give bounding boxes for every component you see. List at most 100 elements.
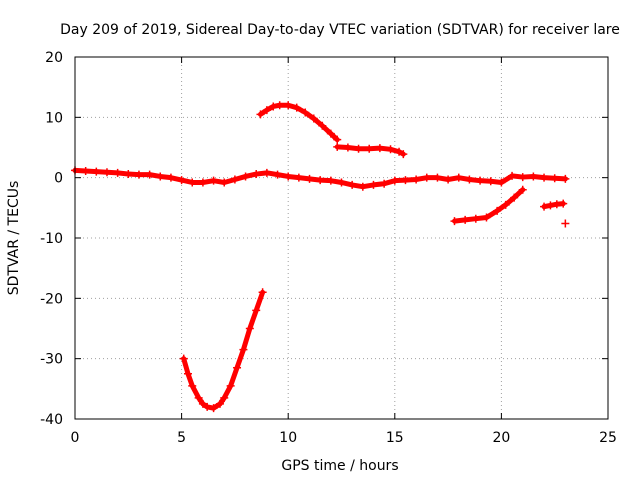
data-point xyxy=(401,176,410,185)
axis-ticks xyxy=(74,56,609,420)
data-point xyxy=(203,402,212,411)
data-point xyxy=(508,171,517,180)
data-point xyxy=(358,182,367,191)
data-point xyxy=(262,168,271,177)
data-point xyxy=(292,103,301,112)
data-point xyxy=(284,172,293,181)
data-point xyxy=(256,110,265,119)
series-line xyxy=(257,102,340,143)
data-point xyxy=(226,381,235,390)
data-point xyxy=(230,175,239,184)
x-tick-label: 15 xyxy=(386,430,404,446)
data-point xyxy=(390,176,399,185)
data-point xyxy=(454,173,463,182)
x-tick-label: 25 xyxy=(599,430,617,446)
data-series xyxy=(71,101,570,413)
data-point xyxy=(333,135,342,144)
data-point xyxy=(348,180,357,189)
data-point xyxy=(198,399,207,408)
data-point xyxy=(395,147,404,156)
data-point xyxy=(493,206,502,215)
data-point xyxy=(540,202,549,211)
data-point xyxy=(326,129,335,138)
data-point xyxy=(461,215,470,224)
data-point xyxy=(245,324,254,333)
data-point xyxy=(188,178,197,187)
data-point xyxy=(134,170,143,179)
y-tick-label: 20 xyxy=(45,50,63,66)
y-tick-label: 0 xyxy=(54,171,63,187)
y-tick-label: -30 xyxy=(40,352,63,368)
data-point xyxy=(183,369,192,378)
data-point xyxy=(450,217,459,226)
data-point xyxy=(179,354,188,363)
data-point xyxy=(124,170,133,179)
data-point xyxy=(561,174,570,183)
data-point xyxy=(275,101,284,110)
data-point xyxy=(343,143,352,152)
data-point xyxy=(529,172,538,181)
data-point xyxy=(215,399,224,408)
data-point xyxy=(284,101,293,110)
series-late-segment xyxy=(540,199,568,211)
data-point xyxy=(482,213,491,222)
data-point xyxy=(269,102,278,111)
data-point xyxy=(540,173,549,182)
x-tick-labels: 0 5 10 15 20 25 xyxy=(71,430,617,446)
data-point xyxy=(209,404,218,413)
data-point xyxy=(380,179,389,188)
data-point xyxy=(433,173,442,182)
series-upper-flat xyxy=(333,142,408,159)
data-point xyxy=(337,178,346,187)
data-point xyxy=(486,177,495,186)
series-outlier xyxy=(561,219,570,228)
data-point xyxy=(354,144,363,153)
data-point xyxy=(309,114,318,123)
data-point xyxy=(561,219,570,228)
data-point xyxy=(252,306,261,315)
data-point xyxy=(262,106,271,115)
data-point xyxy=(550,174,559,183)
data-point xyxy=(301,108,310,117)
data-point xyxy=(252,170,261,179)
data-point xyxy=(241,172,250,181)
data-point xyxy=(113,168,122,177)
data-point xyxy=(326,176,335,185)
data-point xyxy=(375,144,384,153)
data-point xyxy=(145,170,154,179)
y-axis-label: SDTVAR / TECUs xyxy=(6,181,22,296)
data-point xyxy=(209,176,218,185)
data-point xyxy=(465,175,474,184)
data-point xyxy=(501,200,510,209)
data-point xyxy=(294,173,303,182)
y-tick-labels: 20 10 0 -10 -20 -30 -40 xyxy=(40,50,63,428)
data-point xyxy=(92,167,101,176)
data-point xyxy=(305,174,314,183)
y-tick-label: -40 xyxy=(40,412,63,428)
series-upper-arc xyxy=(256,101,342,144)
data-point xyxy=(239,345,248,354)
y-tick-label: 10 xyxy=(45,110,63,126)
data-point xyxy=(471,214,480,223)
data-point xyxy=(220,178,229,187)
data-point xyxy=(166,173,175,182)
series-baseline-track xyxy=(71,166,570,191)
data-point xyxy=(444,175,453,184)
data-point xyxy=(198,178,207,187)
data-point xyxy=(194,393,203,402)
data-point xyxy=(177,176,186,185)
data-point xyxy=(365,144,374,153)
x-tick-label: 5 xyxy=(177,430,186,446)
data-point xyxy=(188,381,197,390)
data-point xyxy=(258,288,267,297)
series-deep-dip xyxy=(179,288,267,413)
data-point xyxy=(412,175,421,184)
data-point xyxy=(386,145,395,154)
data-point xyxy=(220,393,229,402)
plot-frame xyxy=(74,56,609,420)
data-point xyxy=(233,363,242,372)
data-point xyxy=(510,193,519,202)
series-lower-recovery xyxy=(450,185,527,226)
data-point xyxy=(102,168,111,177)
